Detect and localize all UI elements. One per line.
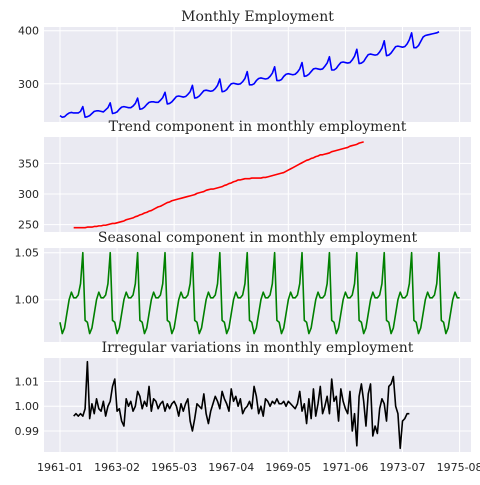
- x-tick-label: 1967-04: [208, 461, 254, 474]
- y-tick-label: 300: [18, 188, 39, 201]
- series-line: [73, 141, 364, 229]
- subplot-title: Seasonal component in monthly employment: [98, 230, 418, 246]
- plot-background: [44, 27, 471, 122]
- subplot-3: 1.00 1.05 Seasonal component in monthly em…: [15, 230, 471, 342]
- x-tick-label: 1971-06: [322, 461, 368, 474]
- series-line: [59, 31, 440, 119]
- y-tick-label: 1.01: [15, 376, 40, 389]
- x-tick-label: 1973-07: [380, 461, 426, 474]
- x-tick-label: 1975-08: [437, 461, 480, 474]
- y-tick-label: 0.99: [15, 425, 40, 438]
- subplot-2: 250 300 350 Trend component in monthly empl…: [18, 119, 471, 232]
- subplot-title: Monthly Employment: [181, 9, 334, 25]
- y-tick-label: 1.00: [15, 294, 40, 307]
- subplot-title: Trend component in monthly employment: [109, 119, 407, 135]
- x-tick-label: 1965-03: [151, 461, 197, 474]
- x-tick-label: 1961-01: [37, 461, 83, 474]
- y-tick-label: 250: [18, 219, 39, 232]
- y-tick-label: 300: [18, 78, 39, 91]
- y-tick-label: 400: [18, 25, 39, 38]
- y-tick-label: 1.05: [15, 247, 40, 260]
- x-axis-tick-labels: 1961-01 1963-02 1965-03 1967-04 1969-05 1971-…: [37, 461, 480, 474]
- y-tick-label: 350: [18, 157, 39, 170]
- plot-background: [44, 137, 471, 232]
- subplot-4: 0.99 1.00 1.01 Irregular variations in mont…: [15, 340, 471, 452]
- subplot-title: Irregular variations in monthly employme…: [102, 340, 414, 356]
- series-line: [73, 360, 410, 450]
- subplot-1: 300 400 Monthly Employment: [18, 9, 471, 122]
- series-line: [59, 251, 460, 335]
- x-tick-label: 1969-05: [265, 461, 311, 474]
- y-tick-label: 1.00: [15, 400, 40, 413]
- x-tick-label: 1963-02: [94, 461, 140, 474]
